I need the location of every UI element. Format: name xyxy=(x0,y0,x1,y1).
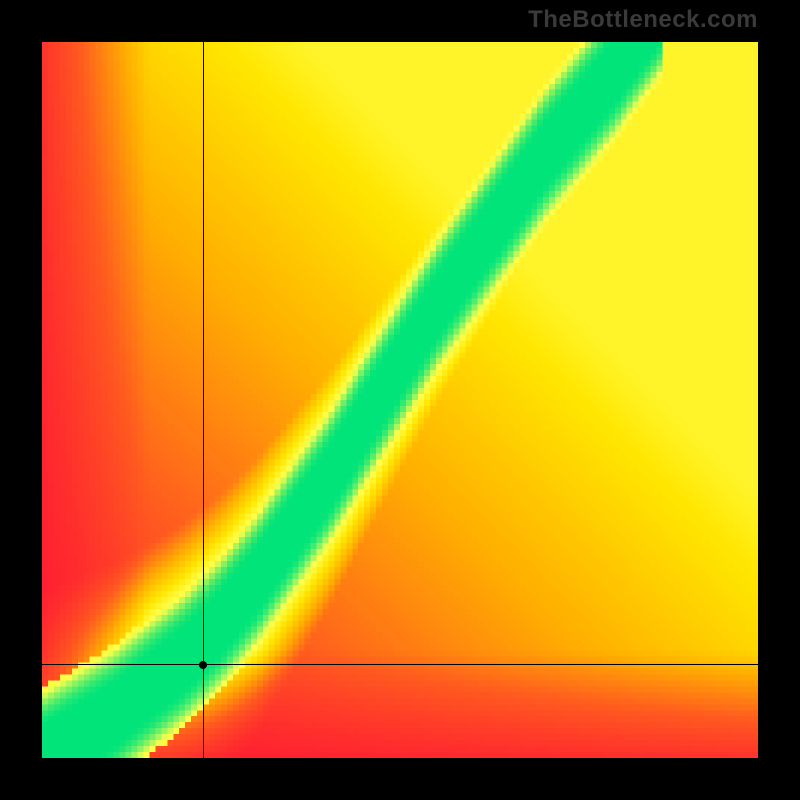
watermark-text: TheBottleneck.com xyxy=(528,6,758,34)
bottleneck-heatmap xyxy=(42,42,758,758)
crosshair-horizontal xyxy=(42,664,758,665)
crosshair-vertical xyxy=(203,42,204,758)
crosshair-dot xyxy=(199,661,207,669)
chart-container: TheBottleneck.com xyxy=(0,0,800,800)
